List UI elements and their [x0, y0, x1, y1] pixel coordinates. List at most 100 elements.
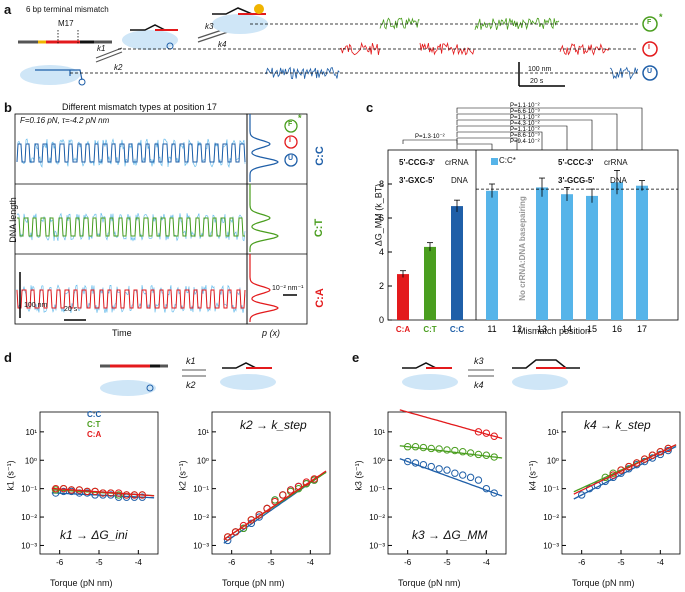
- trace-b-fit: [17, 217, 245, 237]
- c-legend-swatch: [491, 158, 498, 165]
- ytick-label: 10⁻²: [369, 513, 385, 522]
- panel-a-schematic: [18, 4, 658, 87]
- trace-a-segment: [609, 66, 638, 80]
- b-state-star: *: [298, 113, 302, 123]
- ytick-label: 10⁻¹: [543, 485, 559, 494]
- b-scale-x: 20 s: [64, 306, 78, 313]
- c-bar: [536, 187, 548, 320]
- c-bar: [586, 195, 598, 320]
- c-xtick-label: 17: [637, 324, 647, 334]
- c-xtick-label: C:A: [396, 325, 410, 334]
- cascade-cloud-1: [20, 65, 80, 85]
- trace-a-segment: [264, 66, 340, 80]
- data-point: [640, 455, 649, 463]
- data-point: [435, 445, 443, 453]
- trace-a-segment: [419, 41, 475, 56]
- data-point: [609, 471, 617, 479]
- data-point: [52, 484, 60, 493]
- data-point: [75, 486, 84, 494]
- d-right-note: k2 → k_step: [240, 418, 307, 432]
- b-state-F: F: [288, 121, 293, 128]
- c-xlabel: Mismatch position: [518, 326, 591, 336]
- c-legend: C:C*: [499, 156, 516, 165]
- d-k2-label: k2: [186, 380, 196, 390]
- data-point: [474, 450, 483, 459]
- xtick-label: -6: [404, 558, 412, 567]
- c-xtick-label: 15: [587, 324, 597, 334]
- ytick-label: 10¹: [197, 428, 209, 437]
- data-point: [648, 451, 657, 459]
- d-left-note: k1 → ΔG_ini: [60, 528, 128, 542]
- data-point: [451, 469, 459, 477]
- b-state-I: I: [289, 137, 291, 144]
- b-row-ca: C:A: [313, 288, 326, 308]
- c-xtick-label: 12: [512, 324, 522, 334]
- d-right-xlabel: Torque (pN nm): [222, 578, 285, 588]
- data-point: [482, 484, 491, 493]
- d-right-ylabel: k2 (s⁻¹): [177, 460, 188, 491]
- cascade-cloud-2: [122, 30, 178, 50]
- cascade-cloud-3: [212, 14, 268, 34]
- xtick-label: -5: [617, 558, 625, 567]
- ytick-label: 10⁻²: [21, 513, 37, 522]
- e-left-xlabel: Torque (pN nm): [398, 578, 461, 588]
- data-point: [138, 491, 146, 499]
- c-dna2: 3'-GCG-5': [558, 176, 595, 185]
- b-row-ct: C:T: [313, 218, 326, 238]
- panels-d-e-charts: 10⁻³ 10⁻² 10⁻¹ 10⁰ 10¹ -6 -5 -4 10⁻³ 10⁻² 10⁻¹ 10⁰ 1…: [21, 359, 681, 567]
- c-plot-frame: [387, 149, 679, 321]
- panel-b-traces: [14, 113, 308, 325]
- xtick-label: -5: [443, 558, 451, 567]
- c-bar: [486, 190, 498, 320]
- data-point: [286, 486, 295, 494]
- ytick-label: 10⁻³: [369, 541, 385, 550]
- b-scale-p: 10⁻² nm⁻¹: [272, 285, 304, 292]
- c-xtick-label: 14: [562, 324, 572, 334]
- data-point: [255, 513, 263, 521]
- c-dna-label-2: DNA: [610, 176, 627, 185]
- d-legend-ca: C:A: [87, 430, 102, 439]
- b-row-cc: C:C: [313, 146, 326, 166]
- panel-a-letter: a: [4, 2, 12, 17]
- e-k3-label: k3: [474, 356, 484, 366]
- data-point: [459, 471, 467, 479]
- fit-line: [399, 458, 503, 497]
- data-point: [419, 460, 428, 469]
- c-crRNA1: 5'-CCG-3': [399, 158, 435, 167]
- fit-line: [51, 487, 155, 497]
- data-point: [294, 482, 303, 491]
- state-F-star: *: [659, 12, 663, 22]
- fit-line: [399, 445, 503, 459]
- data-point: [99, 489, 107, 497]
- c-pvalue: P=8.6·10⁻³: [510, 133, 540, 139]
- data-point: [664, 444, 672, 453]
- e-left-ylabel: k3 (s⁻¹): [353, 460, 364, 491]
- data-point: [403, 443, 412, 451]
- data-point: [451, 446, 459, 455]
- c-pvalue-bracket: [456, 107, 643, 150]
- data-point: [403, 457, 412, 466]
- b-params: F=0.16 pN, τ=-4.2 pN nm: [20, 116, 110, 125]
- c-ytick-label: 4: [379, 247, 384, 257]
- data-point: [247, 516, 256, 524]
- ytick-label: 10⁰: [25, 456, 37, 465]
- xtick-label: -5: [267, 558, 275, 567]
- xtick-label: -6: [578, 558, 586, 567]
- ytick-label: 10⁰: [197, 456, 209, 465]
- fit-line: [399, 409, 503, 440]
- data-point: [114, 491, 123, 499]
- c-xtick-label: C:C: [450, 325, 464, 334]
- data-point: [482, 429, 491, 437]
- c-crRNA2: 5'-CCC-3': [558, 158, 594, 167]
- state-I-label: I: [648, 44, 650, 51]
- c-pvalue-bracket: [456, 113, 618, 150]
- c-ytick-label: 8: [379, 179, 384, 189]
- ytick-label: 10⁻¹: [193, 485, 209, 494]
- data-point: [474, 476, 483, 484]
- ytick-label: 10⁻¹: [21, 485, 37, 494]
- data-point: [459, 448, 467, 456]
- data-point: [138, 493, 146, 501]
- b-title: Different mismatch types at position 17: [62, 102, 217, 112]
- data-point: [294, 484, 303, 493]
- ytick-label: 10⁰: [547, 456, 559, 465]
